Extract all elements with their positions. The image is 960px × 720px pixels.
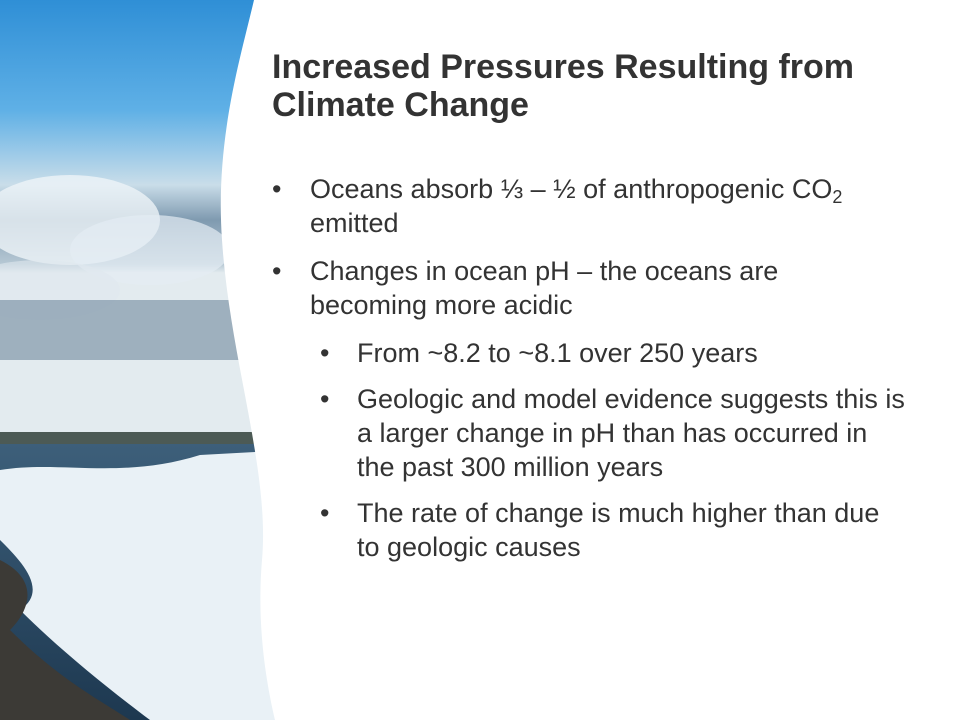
subscript: 2 (832, 187, 843, 207)
sub-bullet: From ~8.2 to ~8.1 over 250 years (320, 336, 907, 370)
sub-bullet: Geologic and model evidence suggests thi… (320, 382, 907, 484)
bullet: Oceans absorb ⅓ – ½ of anthropogenic CO2… (272, 172, 875, 240)
bullet: Changes in ocean pH – the oceans are bec… (272, 254, 905, 564)
bullet-text: emitted (310, 208, 399, 238)
sub-bullet: The rate of change is much higher than d… (320, 496, 907, 564)
slide-title: Increased Pressures Resulting from Clima… (272, 48, 855, 124)
sub-bullet-list: From ~8.2 to ~8.1 over 250 years Geologi… (320, 336, 905, 564)
bullet-text: Changes in ocean pH – the oceans are bec… (310, 256, 779, 320)
ocean-photo (0, 0, 290, 720)
bullet-list: Oceans absorb ⅓ – ½ of anthropogenic CO2… (272, 172, 912, 578)
bullet-text: Oceans absorb ⅓ – ½ of anthropogenic CO (310, 174, 833, 204)
